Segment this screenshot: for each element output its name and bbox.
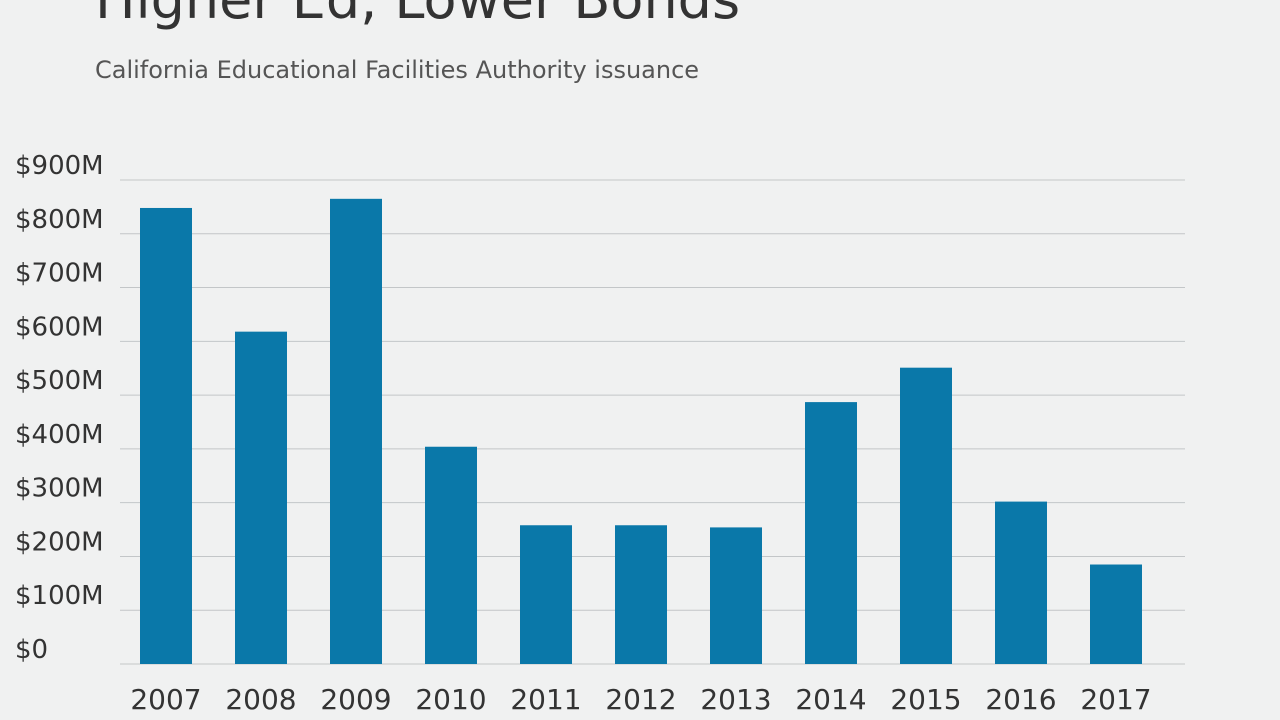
bar-2008 [235,331,287,664]
x-tick-label: 2011 [510,683,581,716]
bar-2016 [995,501,1047,664]
x-tick-label: 2013 [700,683,771,716]
bar-2010 [425,446,477,664]
y-tick-label: $800M [15,205,104,235]
x-axis-labels: 2007 2008 2009 2010 2011 2012 2013 2014 2015 2016… [130,683,1151,716]
x-tick-label: 2015 [890,683,961,716]
y-tick-label: $0 [15,635,48,665]
y-tick-label: $600M [15,312,104,342]
x-tick-label: 2009 [320,683,391,716]
y-tick-label: $400M [15,420,104,450]
y-tick-label: $200M [15,527,104,557]
bar-2012 [615,525,667,664]
x-tick-label: 2007 [130,683,201,716]
y-axis-labels: $0 $100M $200M $300M $400M $500M $600M $700M $80… [15,151,104,665]
x-tick-label: 2010 [415,683,486,716]
bars [140,198,1142,665]
bar-2015 [900,367,952,664]
bar-2017 [1090,564,1142,664]
bar-2007 [140,207,192,664]
y-tick-label: $500M [15,366,104,396]
bar-2009 [330,198,382,665]
x-tick-label: 2012 [605,683,676,716]
x-tick-label: 2008 [225,683,296,716]
bar-2013 [710,527,762,664]
chart-subtitle: California Educational Facilities Author… [95,56,700,84]
x-tick-label: 2016 [985,683,1056,716]
y-tick-label: $300M [15,474,104,504]
x-tick-label: 2017 [1080,683,1151,716]
y-tick-label: $700M [15,259,104,289]
x-tick-label: 2014 [795,683,866,716]
bar-2011 [520,525,572,664]
bar-2014 [805,402,857,664]
chart-title: Higher Ed, Lower Bonds [95,0,740,27]
y-tick-label: $900M [15,151,104,181]
y-tick-label: $100M [15,581,104,611]
